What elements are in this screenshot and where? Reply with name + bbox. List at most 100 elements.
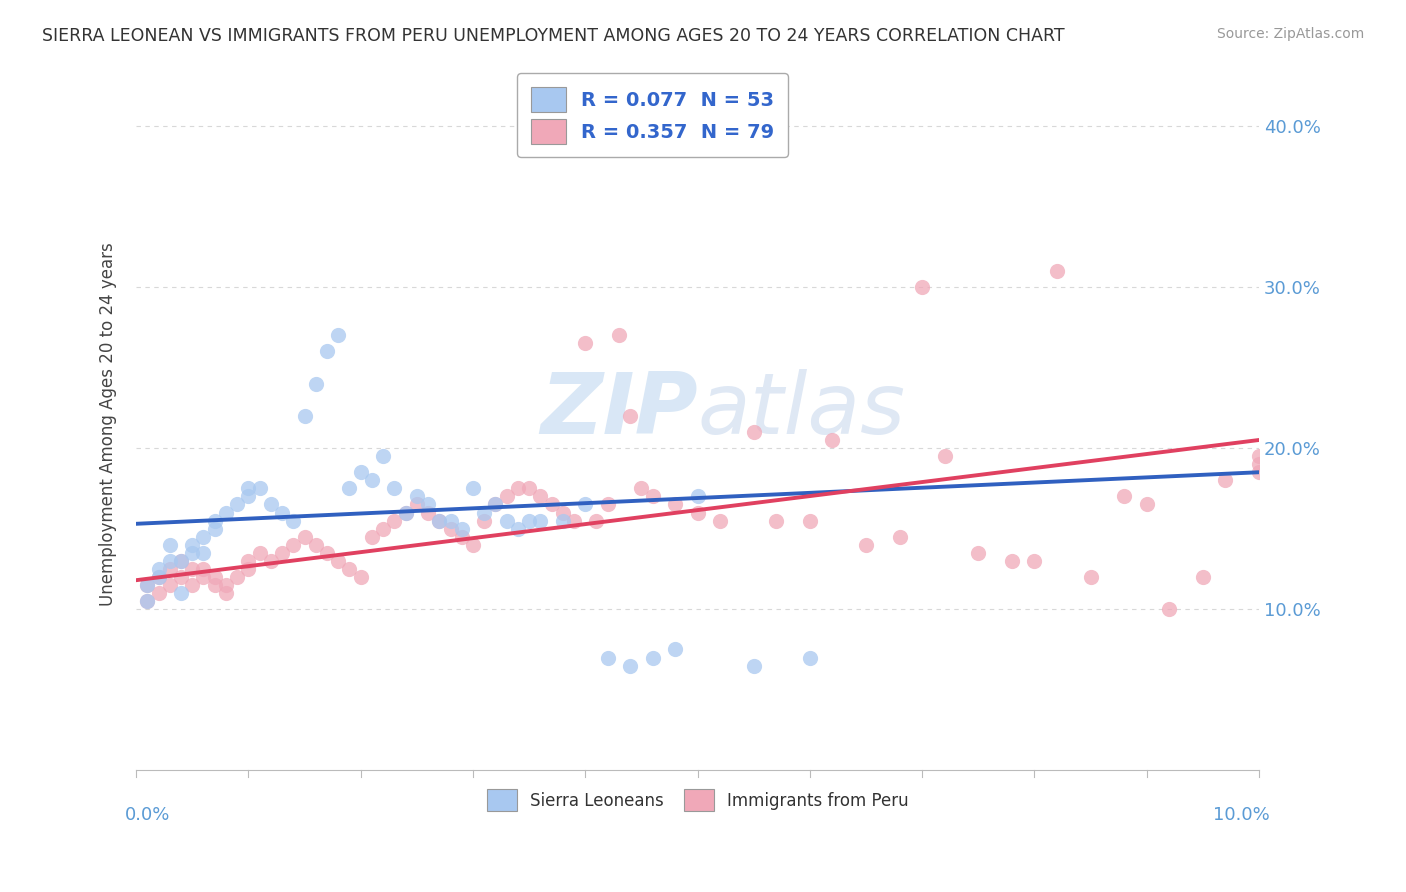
Point [238, 554, 260, 568]
Point [562, 514, 585, 528]
Y-axis label: Unemployment Among Ages 20 to 24 years: Unemployment Among Ages 20 to 24 years [100, 242, 117, 606]
Point [1046, 264, 1069, 278]
Point [742, 658, 765, 673]
Point [283, 514, 305, 528]
Point [136, 594, 159, 608]
Point [484, 498, 506, 512]
Point [619, 409, 641, 423]
Point [148, 586, 170, 600]
Point [148, 562, 170, 576]
Text: 0.0%: 0.0% [125, 805, 170, 824]
Point [596, 650, 619, 665]
Point [506, 481, 529, 495]
Point [350, 465, 373, 479]
Point [193, 562, 215, 576]
Point [226, 498, 249, 512]
Text: SIERRA LEONEAN VS IMMIGRANTS FROM PERU UNEMPLOYMENT AMONG AGES 20 TO 24 YEARS CO: SIERRA LEONEAN VS IMMIGRANTS FROM PERU U… [42, 27, 1064, 45]
Point [283, 538, 305, 552]
Point [316, 546, 339, 560]
Point [361, 473, 384, 487]
Point [305, 376, 328, 391]
Point [1114, 490, 1136, 504]
Point [181, 546, 204, 560]
Point [967, 546, 990, 560]
Point [416, 498, 439, 512]
Point [607, 328, 630, 343]
Point [193, 530, 215, 544]
Point [394, 506, 416, 520]
Point [215, 586, 238, 600]
Point [619, 658, 641, 673]
Point [148, 570, 170, 584]
Point [484, 498, 506, 512]
Point [373, 522, 395, 536]
Point [517, 481, 540, 495]
Point [1136, 498, 1159, 512]
Point [1024, 554, 1046, 568]
Point [373, 449, 395, 463]
Point [551, 514, 574, 528]
Point [170, 554, 193, 568]
Point [506, 522, 529, 536]
Point [709, 514, 731, 528]
Point [799, 650, 821, 665]
Point [472, 506, 495, 520]
Point [821, 433, 844, 447]
Point [461, 481, 484, 495]
Point [551, 506, 574, 520]
Point [427, 514, 450, 528]
Point [1247, 457, 1270, 471]
Point [911, 280, 934, 294]
Text: ZIP: ZIP [540, 368, 697, 451]
Point [1191, 570, 1213, 584]
Point [517, 514, 540, 528]
Point [249, 546, 271, 560]
Point [271, 506, 294, 520]
Point [450, 530, 472, 544]
Point [294, 409, 316, 423]
Point [461, 538, 484, 552]
Point [159, 562, 181, 576]
Point [294, 530, 316, 544]
Point [529, 490, 551, 504]
Point [574, 336, 596, 351]
Point [193, 570, 215, 584]
Point [260, 554, 283, 568]
Point [238, 481, 260, 495]
Point [574, 498, 596, 512]
Point [405, 490, 427, 504]
Point [215, 506, 238, 520]
Point [450, 522, 472, 536]
Point [427, 514, 450, 528]
Point [540, 498, 562, 512]
Point [328, 328, 350, 343]
Point [439, 514, 461, 528]
Point [238, 562, 260, 576]
Point [226, 570, 249, 584]
Point [271, 546, 294, 560]
Point [765, 514, 787, 528]
Point [1247, 465, 1270, 479]
Point [215, 578, 238, 592]
Point [1080, 570, 1102, 584]
Legend: Sierra Leoneans, Immigrants from Peru: Sierra Leoneans, Immigrants from Peru [477, 780, 918, 821]
Point [495, 490, 517, 504]
Point [204, 570, 226, 584]
Text: atlas: atlas [697, 368, 905, 451]
Point [350, 570, 373, 584]
Point [260, 498, 283, 512]
Point [1001, 554, 1024, 568]
Point [799, 514, 821, 528]
Point [159, 538, 181, 552]
Point [1159, 602, 1181, 616]
Point [439, 522, 461, 536]
Text: Source: ZipAtlas.com: Source: ZipAtlas.com [1216, 27, 1364, 41]
Point [394, 506, 416, 520]
Point [204, 514, 226, 528]
Point [136, 578, 159, 592]
Point [529, 514, 551, 528]
Point [181, 578, 204, 592]
Point [170, 570, 193, 584]
Point [416, 506, 439, 520]
Point [305, 538, 328, 552]
